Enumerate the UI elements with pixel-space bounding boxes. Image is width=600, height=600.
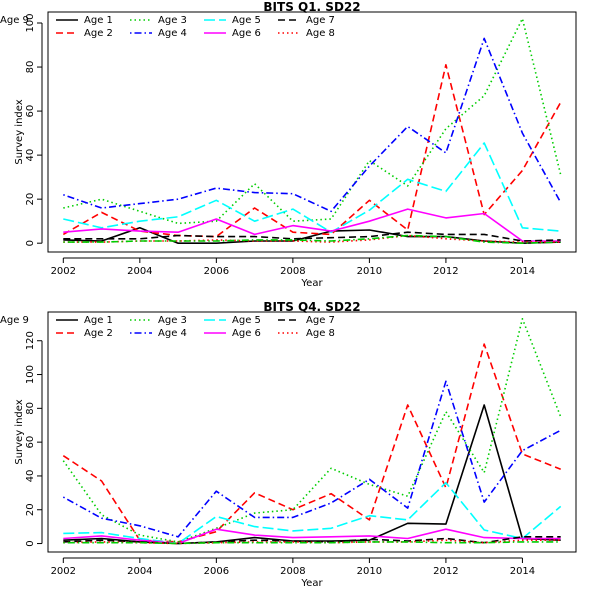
y-tick-label: 20 <box>25 503 36 516</box>
y-axis-title: Survey index <box>14 399 25 464</box>
plot-frame <box>47 11 577 253</box>
series-line-age-5 <box>63 142 561 233</box>
y-tick-label: 0 <box>25 240 36 246</box>
series-line-age-4 <box>63 37 562 213</box>
chart-title: BITS Q1. SD22 <box>263 0 360 14</box>
legend-label: Age 4 <box>158 28 187 39</box>
y-tick-label: 0 <box>25 540 36 546</box>
y-tick-label: 60 <box>25 105 36 118</box>
series-line-age-9 <box>63 234 561 244</box>
chart-panel-q4: BITS Q4. SD22 Year Survey index 2002 2004… <box>0 300 577 589</box>
legend-label: Age 6 <box>232 28 261 39</box>
x-tick-label: 2006 <box>204 266 229 277</box>
legend-label: Age 8 <box>306 328 335 339</box>
legend-label: Age 1 <box>84 15 113 26</box>
series-line-age-6 <box>63 208 561 242</box>
x-tick-label: 2014 <box>510 566 535 577</box>
legend-label: Age 3 <box>158 315 187 326</box>
legend-label: Age 9 <box>0 15 29 26</box>
series-line-age-2 <box>62 343 561 543</box>
x-axis-title: Year <box>300 278 323 289</box>
y-tick-label: 80 <box>25 402 36 415</box>
legend-label: Age 7 <box>306 15 335 26</box>
y-tick-label: 40 <box>25 470 36 483</box>
y-tick-label: 20 <box>25 193 36 206</box>
x-tick-label: 2006 <box>204 566 229 577</box>
series-line-age-7 <box>63 231 561 242</box>
legend: Age 1 Age 2 Age 3 Age 4 Age 5 Age 6 Age 7 Age 8… <box>0 15 335 39</box>
legend-label: Age 8 <box>306 28 335 39</box>
plot-frame <box>47 311 577 553</box>
y-tick-label: 40 <box>25 149 36 162</box>
x-tick-label: 2012 <box>433 566 458 577</box>
x-tick-label: 2004 <box>127 266 152 277</box>
x-tick-label: 2014 <box>510 266 535 277</box>
legend-label: Age 5 <box>232 315 261 326</box>
series-group <box>62 17 562 244</box>
series-group <box>62 317 562 545</box>
legend-label: Age 3 <box>158 15 187 26</box>
x-tick-label: 2012 <box>433 266 458 277</box>
x-tick-label: 2010 <box>357 266 382 277</box>
y-tick-label: 80 <box>25 61 36 74</box>
y-tick-label: 100 <box>25 365 36 384</box>
y-tick-label: 60 <box>25 436 36 449</box>
x-tick-label: 2004 <box>127 566 152 577</box>
chart-panel-q1: BITS Q1. SD22 Year Survey index 2002 2004… <box>0 0 577 289</box>
series-line-age-4 <box>62 380 562 538</box>
series-line-age-5 <box>63 481 562 545</box>
series-line-age-3 <box>63 17 562 225</box>
y-tick-label: 100 <box>25 13 36 32</box>
x-tick-label: 2002 <box>51 266 76 277</box>
y-axis-title: Survey index <box>14 99 25 164</box>
series-line-age-9 <box>63 541 561 545</box>
legend: Age 1 Age 2 Age 3 Age 4 Age 5 Age 6 Age 7 Age 8… <box>0 315 335 339</box>
legend-label: Age 9 <box>0 315 29 326</box>
legend-label: Age 2 <box>84 28 113 39</box>
x-tick-label: 2002 <box>51 566 76 577</box>
x-tick-label: 2008 <box>280 566 305 577</box>
legend-label: Age 6 <box>232 328 261 339</box>
x-tick-label: 2008 <box>280 266 305 277</box>
x-axis-title: Year <box>300 578 323 589</box>
chart-title: BITS Q4. SD22 <box>263 300 360 314</box>
legend-label: Age 2 <box>84 328 113 339</box>
legend-label: Age 4 <box>158 328 187 339</box>
series-line-age-3 <box>62 317 562 543</box>
legend-label: Age 5 <box>232 15 261 26</box>
x-tick-label: 2010 <box>357 566 382 577</box>
legend-label: Age 7 <box>306 315 335 326</box>
y-tick-label: 120 <box>25 331 36 350</box>
series-line-age-1 <box>63 404 561 545</box>
legend-label: Age 1 <box>84 315 113 326</box>
series-line-age-6 <box>63 528 561 545</box>
